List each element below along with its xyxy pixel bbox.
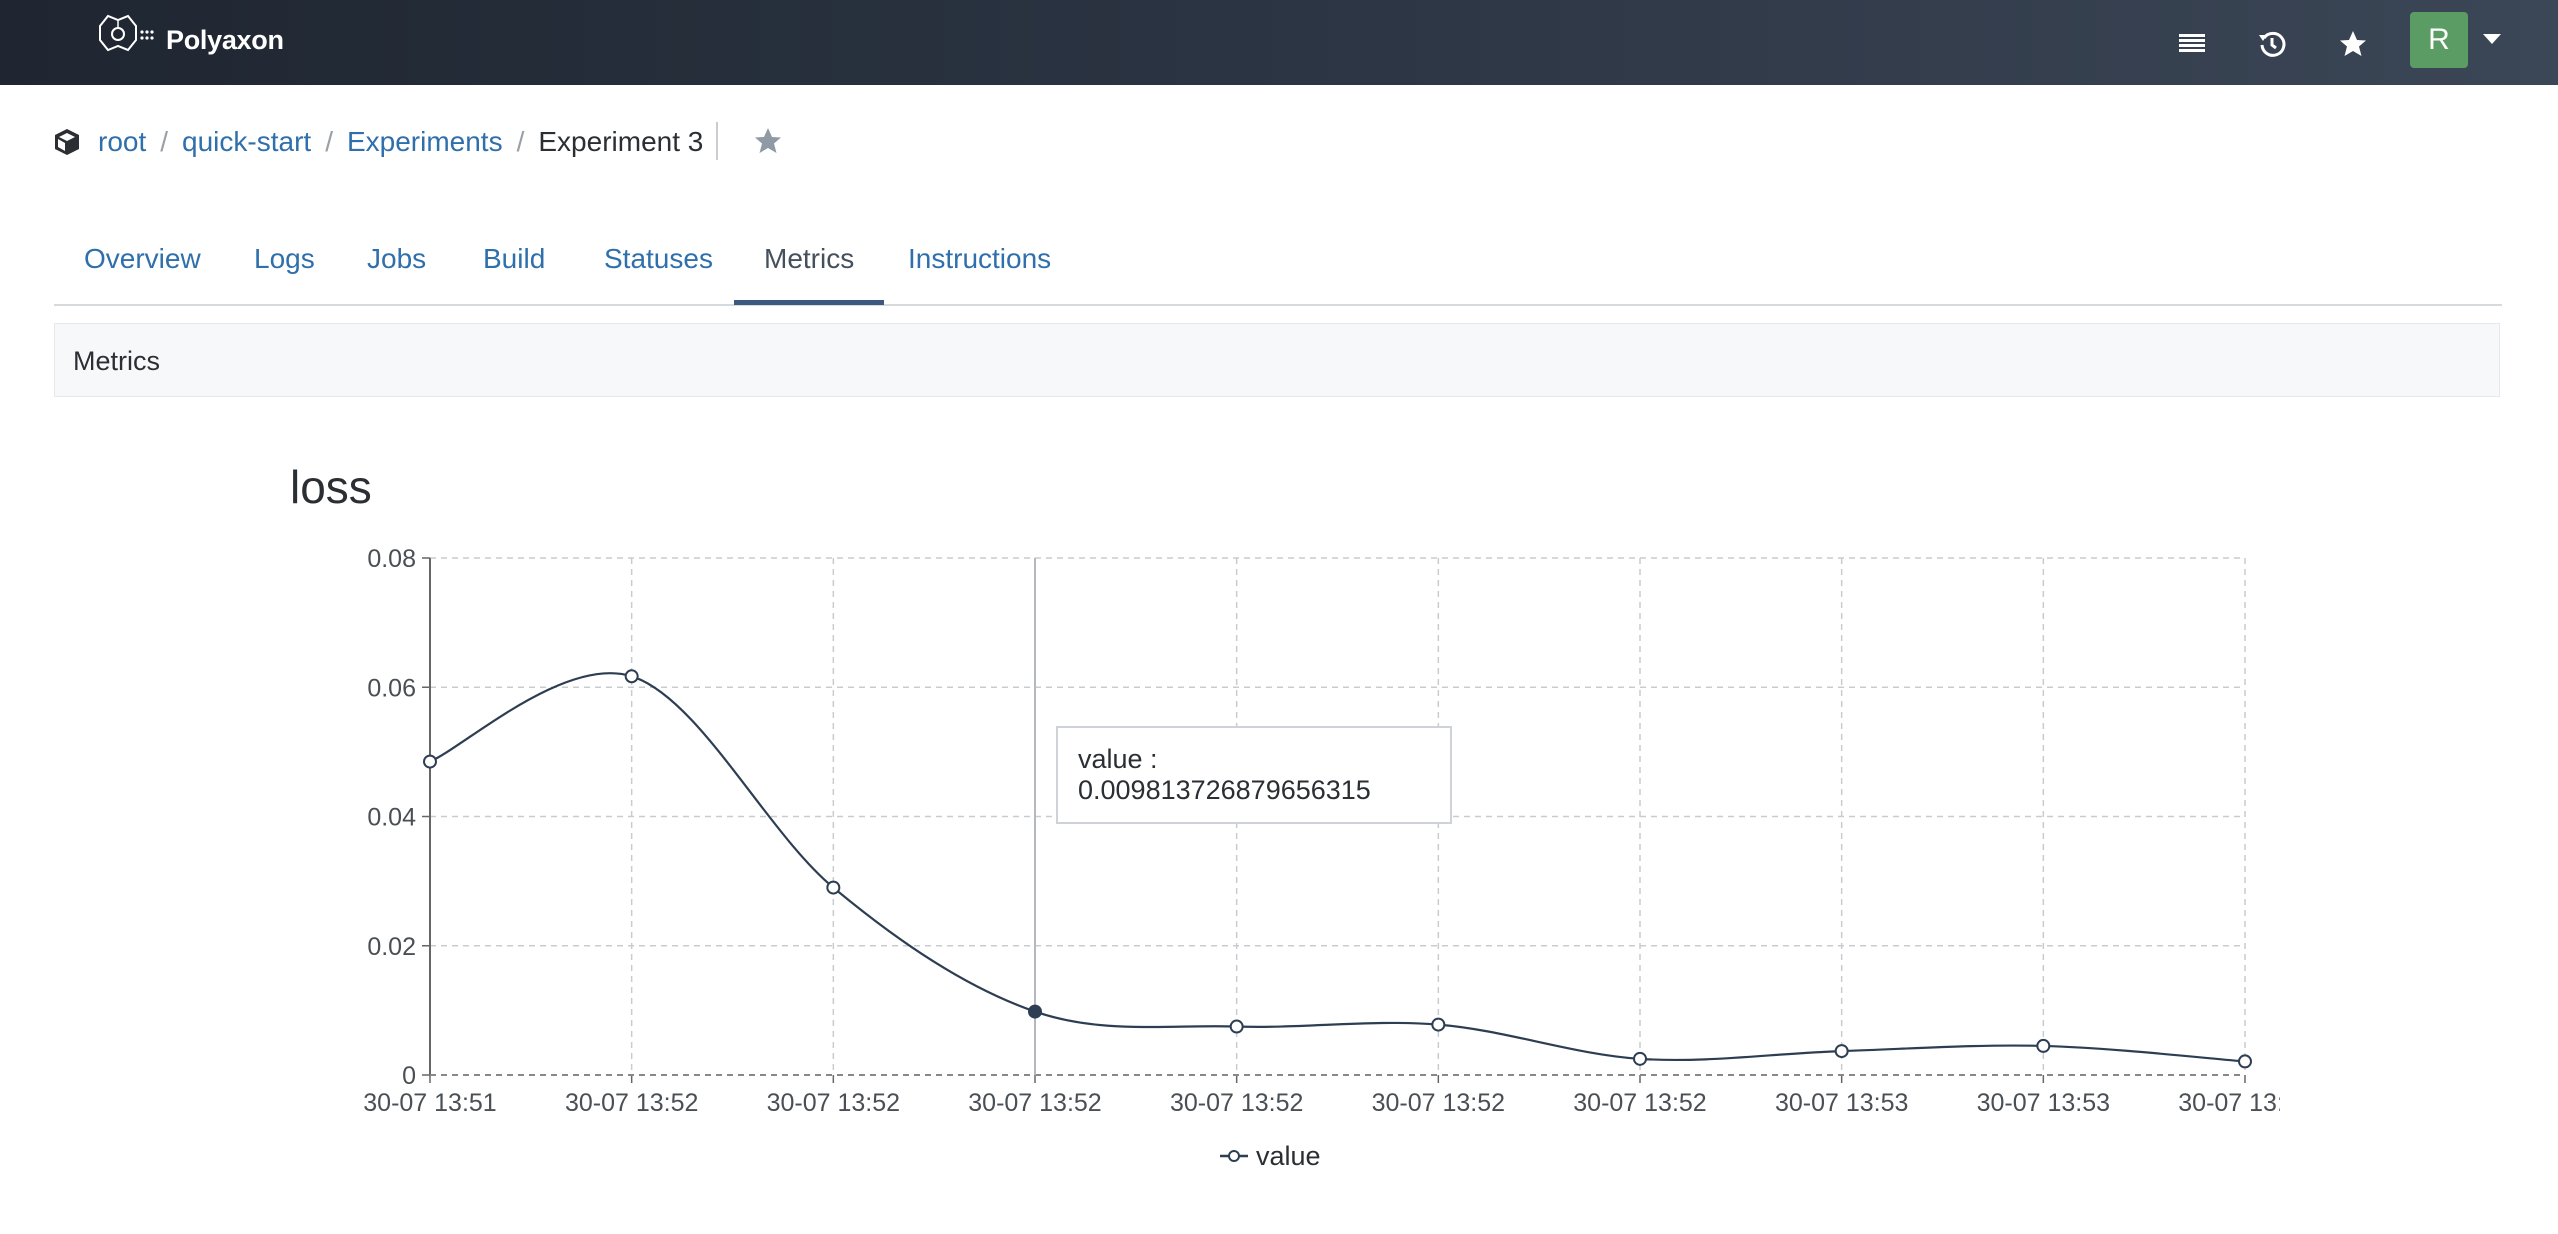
legend-label: value bbox=[1256, 1140, 1321, 1171]
x-tick-label: 30-07 13:53 bbox=[2178, 1089, 2280, 1117]
brand[interactable]: Polyaxon bbox=[78, 10, 284, 70]
x-tick-label: 30-07 13:51 bbox=[363, 1089, 496, 1117]
data-point bbox=[1229, 1019, 1244, 1034]
cube-icon bbox=[55, 129, 79, 155]
tab-bar: Overview Logs Jobs Build Statuses Metric… bbox=[54, 230, 2502, 306]
chart-svg: 0 0.02 0.04 0.06 0.08 30-07 13:51 30-07 13:52 3… bbox=[363, 545, 2311, 1117]
chevron-down-icon[interactable] bbox=[2483, 34, 2501, 44]
series-line-value bbox=[429, 672, 2246, 1063]
breadcrumb-current: Experiment 3 bbox=[538, 126, 704, 157]
x-tick-label: 30-07 13:52 bbox=[565, 1089, 698, 1117]
breadcrumb-project[interactable]: quick-start bbox=[182, 126, 312, 157]
data-point bbox=[1834, 1044, 1849, 1059]
data-point bbox=[423, 754, 437, 769]
y-tick-label: 0 bbox=[402, 1062, 416, 1090]
tab-jobs[interactable]: Jobs bbox=[367, 243, 427, 274]
x-tick-label: 30-07 13:52 bbox=[968, 1089, 1101, 1117]
brand-name: Polyaxon bbox=[166, 24, 284, 55]
x-tick-label: 30-07 13:52 bbox=[1372, 1089, 1505, 1117]
breadcrumb-experiments[interactable]: Experiments bbox=[346, 126, 503, 157]
breadcrumb-divider bbox=[716, 122, 718, 160]
history-icon[interactable] bbox=[2250, 22, 2294, 66]
data-point bbox=[826, 880, 841, 895]
data-point bbox=[624, 669, 639, 684]
y-tick-label: 0.06 bbox=[367, 674, 416, 702]
y-tick-label: 0.02 bbox=[367, 933, 416, 961]
user-avatar[interactable]: R bbox=[2410, 12, 2468, 68]
list-icon[interactable] bbox=[2170, 22, 2214, 66]
chart-tooltip: value : 0.009813726879656315 bbox=[1056, 726, 1452, 824]
data-point bbox=[2238, 1054, 2252, 1069]
tab-instructions[interactable]: Instructions bbox=[908, 243, 1052, 274]
x-tick-label: 30-07 13:53 bbox=[1977, 1089, 2110, 1117]
metrics-panel-header: Metrics bbox=[54, 323, 2500, 397]
breadcrumb: root / quick-start / Experiments / Exper… bbox=[52, 120, 703, 164]
tab-logs[interactable]: Logs bbox=[254, 243, 315, 274]
breadcrumb-separator: / bbox=[160, 126, 169, 157]
tab-metrics[interactable]: Metrics bbox=[734, 230, 885, 305]
breadcrumb-root[interactable]: root bbox=[98, 126, 147, 157]
data-point bbox=[1633, 1051, 1647, 1066]
breadcrumb-separator: / bbox=[516, 126, 525, 157]
x-tick-label: 30-07 13:52 bbox=[1573, 1089, 1706, 1117]
data-point bbox=[2036, 1038, 2051, 1053]
top-navbar: Polyaxon R bbox=[0, 0, 2558, 85]
bookmark-star-icon[interactable] bbox=[752, 125, 784, 157]
legend-marker-icon bbox=[1220, 1150, 1248, 1162]
star-icon[interactable] bbox=[2331, 22, 2375, 66]
tab-statuses[interactable]: Statuses bbox=[604, 243, 713, 274]
x-tick-label: 30-07 13:52 bbox=[767, 1089, 900, 1117]
chart-title: loss bbox=[290, 461, 372, 513]
breadcrumb-separator: / bbox=[325, 126, 333, 157]
tab-overview[interactable]: Overview bbox=[84, 243, 201, 274]
x-tick-label: 30-07 13:53 bbox=[1775, 1089, 1908, 1117]
tab-build[interactable]: Build bbox=[483, 243, 546, 274]
y-tick-label: 0.04 bbox=[367, 804, 416, 832]
polyaxon-logo-icon bbox=[78, 8, 164, 73]
data-point bbox=[1028, 1004, 1042, 1019]
chart-legend[interactable]: value bbox=[1218, 1138, 1321, 1174]
y-tick-label: 0.08 bbox=[367, 545, 416, 573]
loss-chart[interactable]: 0 0.02 0.04 0.06 0.08 30-07 13:51 30-07 13:52 3… bbox=[300, 530, 2311, 1135]
data-point bbox=[1431, 1017, 1446, 1032]
x-tick-label: 30-07 13:52 bbox=[1170, 1089, 1303, 1117]
